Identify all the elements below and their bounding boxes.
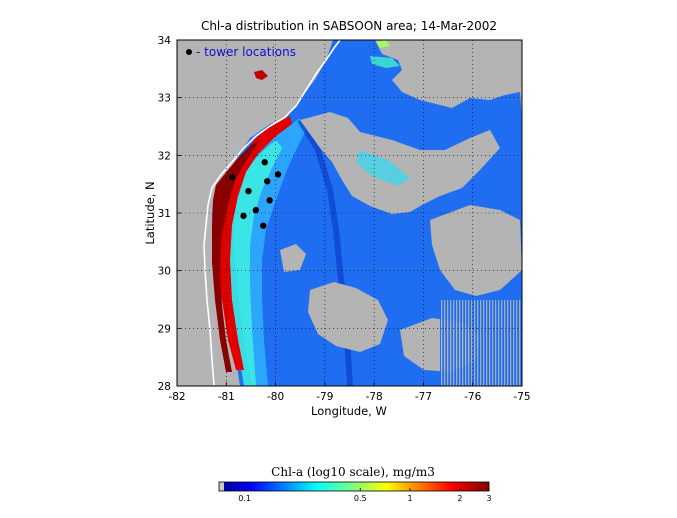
- colorbar-label: Chl-a (log10 scale), mg/m3: [271, 465, 435, 479]
- coastline: [203, 40, 341, 386]
- y-tick-label: 28: [158, 381, 171, 393]
- x-tick-label: -77: [415, 391, 432, 403]
- tower-marker: [240, 212, 247, 220]
- y-tick-label: 31: [158, 208, 171, 220]
- tower-marker: [261, 159, 268, 166]
- x-tick-label: -75: [513, 391, 530, 403]
- x-axis-label: Longitude, W: [311, 404, 387, 418]
- colorbar-tick-label: 2: [457, 494, 462, 503]
- cloud-gap-2: [430, 205, 522, 296]
- tower-markers: [229, 159, 282, 229]
- tower-marker: [274, 171, 282, 178]
- y-tick-label: 34: [158, 35, 172, 47]
- x-tick-label: -78: [366, 391, 383, 403]
- map-legend: - tower locations: [186, 45, 296, 59]
- y-axis-label: Latitude, N: [143, 181, 157, 244]
- inland-red-patch: [254, 70, 268, 80]
- northern-bloom-2: [376, 40, 390, 48]
- y-axis-ticks: 28 29 30 31 32 33 34: [158, 35, 181, 393]
- y-tick-label: 33: [158, 93, 171, 105]
- colorbar: Chl-a (log10 scale), mg/m3 0.1 0.5 1 2 3: [218, 465, 492, 503]
- colorbar-ticks: 0.1 0.5 1 2 3: [238, 488, 492, 503]
- colorbar-nodata-swatch: [219, 482, 224, 491]
- grid-lines: [177, 40, 522, 386]
- tower-marker: [263, 178, 271, 185]
- colorbar-gradient: [219, 482, 489, 491]
- colorbar-tick-label: 3: [486, 494, 491, 503]
- inner-shelf-band: [228, 140, 282, 386]
- cloud-gap-3: [308, 282, 388, 352]
- cloud-gap-5: [280, 244, 306, 272]
- offshore-turquoise: [356, 150, 410, 186]
- cloud-gap-1: [300, 112, 500, 214]
- northern-bloom: [370, 56, 400, 68]
- x-tick-label: -76: [464, 391, 481, 403]
- x-tick-label: -80: [267, 391, 284, 403]
- map-panel: -82 -81 -80 -79 -78 -77 -76 -75 28293031323334 …: [158, 35, 531, 403]
- legend-tower-marker: [186, 49, 192, 55]
- y-tick-label: 30: [158, 266, 171, 278]
- y-tick-label: 32: [158, 150, 171, 162]
- colorbar-tick-label: 0.5: [354, 494, 367, 503]
- colorbar-tick-label: 1: [408, 494, 413, 503]
- tower-marker: [266, 197, 273, 204]
- colorbar-tick-label: 0.1: [238, 494, 251, 503]
- x-tick-label: -82: [168, 391, 185, 403]
- x-axis-ticks: -82 -81 -80 -79 -78 -77 -76 -75: [168, 382, 531, 403]
- coastal-peak-band: [212, 140, 260, 372]
- swath-stripes: [440, 300, 522, 386]
- colorbar-frame: [218, 481, 490, 492]
- map-title: Chl-a distribution in SABSOON area; 14-M…: [201, 19, 497, 33]
- x-tick-label: -81: [218, 391, 235, 403]
- tower-marker: [260, 222, 267, 229]
- legend-label: - tower locations: [196, 45, 296, 59]
- x-tick-label: -79: [316, 391, 333, 403]
- coastal-high-band: [218, 116, 292, 370]
- tower-marker: [252, 206, 260, 214]
- tower-marker: [245, 187, 252, 195]
- y-tick-label: 29: [158, 323, 171, 335]
- tower-marker: [229, 174, 236, 181]
